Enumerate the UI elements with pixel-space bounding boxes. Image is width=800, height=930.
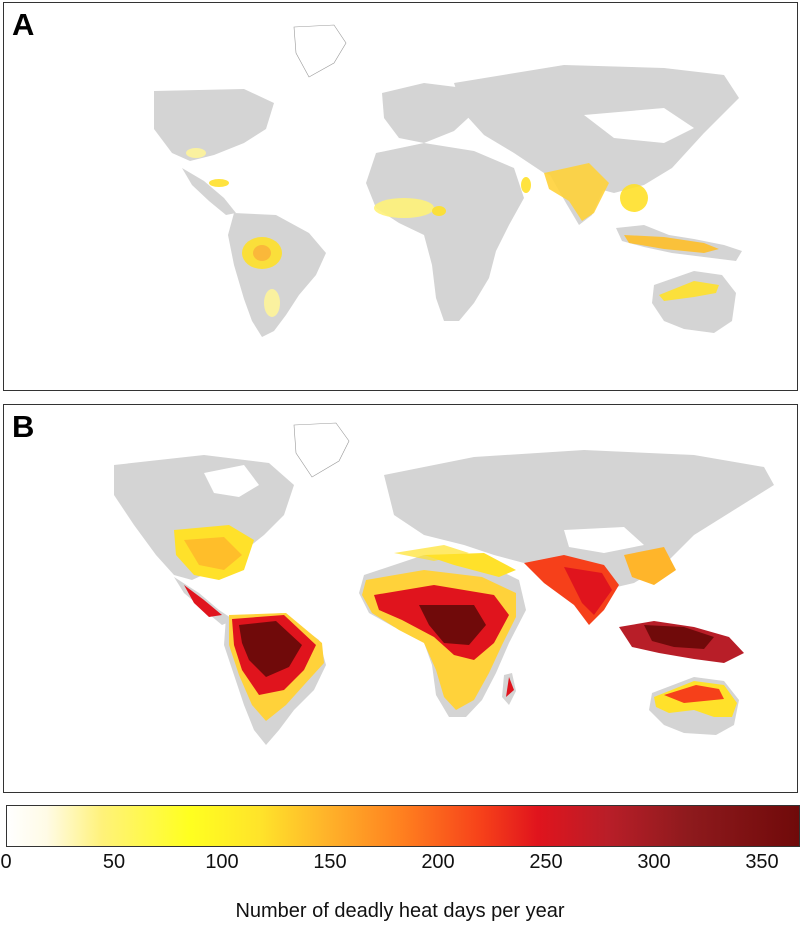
world-map-b — [114, 422, 774, 745]
map-panel-a: A — [3, 2, 798, 391]
map-panel-b: B — [3, 404, 798, 793]
landmasses-a — [142, 24, 742, 337]
world-map-a — [142, 24, 742, 337]
scale-tick: 200 — [421, 851, 455, 873]
scale-tick: 100 — [205, 851, 239, 873]
scale-tick: 50 — [102, 851, 126, 873]
scale-label: Number of deadly heat days per year — [235, 900, 565, 922]
scale-tick: 300 — [637, 851, 671, 873]
scale-tick: 0 — [0, 851, 12, 873]
scale-tick: 150 — [313, 851, 347, 873]
scale-tick: 250 — [529, 851, 563, 873]
heat-zones-a — [186, 148, 719, 317]
scale-tick: 350 — [745, 851, 779, 873]
color-scale-bar — [6, 805, 800, 847]
panel-letter-a: A — [12, 7, 35, 42]
panel-letter-b: B — [12, 409, 35, 444]
heat-zones-b — [174, 525, 744, 721]
